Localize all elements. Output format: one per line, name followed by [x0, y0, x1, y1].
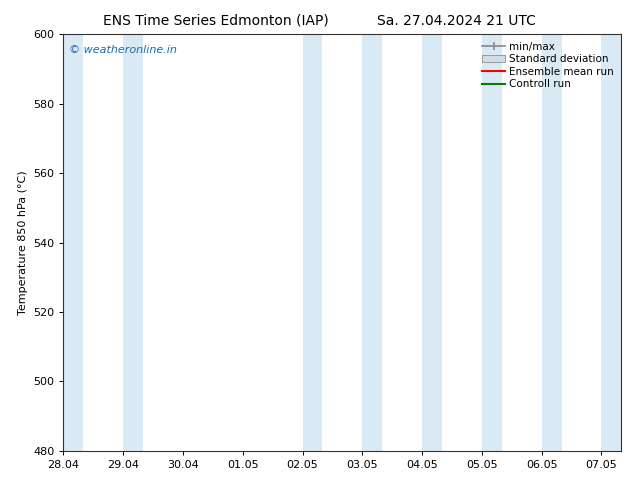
Bar — [302, 34, 323, 451]
Bar — [482, 34, 501, 451]
Text: Sa. 27.04.2024 21 UTC: Sa. 27.04.2024 21 UTC — [377, 14, 536, 28]
Bar — [541, 34, 562, 451]
Bar — [362, 34, 382, 451]
Text: ENS Time Series Edmonton (IAP): ENS Time Series Edmonton (IAP) — [103, 14, 328, 28]
Bar — [602, 34, 621, 451]
Bar — [63, 34, 83, 451]
Legend: min/max, Standard deviation, Ensemble mean run, Controll run: min/max, Standard deviation, Ensemble me… — [480, 40, 616, 92]
Bar — [422, 34, 442, 451]
Y-axis label: Temperature 850 hPa (°C): Temperature 850 hPa (°C) — [18, 170, 27, 315]
Bar — [123, 34, 143, 451]
Text: © weatheronline.in: © weatheronline.in — [69, 45, 177, 55]
